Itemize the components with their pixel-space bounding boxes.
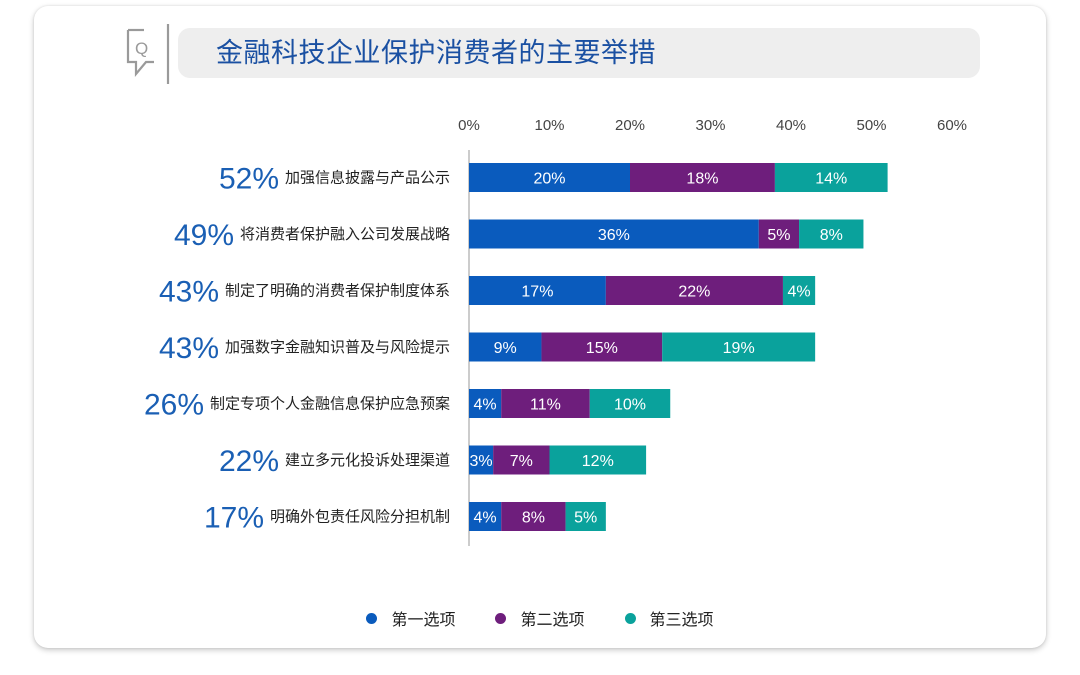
bar-segment: [541, 332, 663, 362]
bar-segment: [774, 163, 888, 192]
bar-segment: [589, 389, 671, 418]
data-label: 8%: [522, 510, 545, 527]
bar-segment: [469, 332, 542, 362]
data-label: 20%: [533, 171, 565, 188]
category-label: 建立多元化投诉处理渠道: [285, 451, 450, 469]
category-label: 制定专项个人金融信息保护应急预案: [210, 395, 450, 413]
bar-segment: [662, 332, 816, 362]
data-label: 5%: [767, 227, 790, 244]
data-label: 4%: [474, 510, 497, 527]
legend-label-series-2: 第二选项: [520, 610, 585, 629]
legend-label-series-1: 第一选项: [391, 610, 456, 629]
legend-item-series-3: 第三选项: [624, 606, 714, 630]
category-label: 加强信息披露与产品公示: [285, 169, 450, 187]
svg-text:Q: Q: [135, 39, 148, 58]
data-label: 4%: [474, 397, 497, 414]
category-label: 明确外包责任风险分担机制: [270, 508, 450, 526]
data-label: 8%: [820, 227, 843, 244]
total-value-label: 43%: [159, 332, 219, 365]
bar-segment: [565, 502, 606, 531]
bar-segment: [782, 276, 816, 305]
legend-marker-series-1: [366, 612, 378, 624]
data-label: 12%: [582, 453, 614, 470]
total-value-label: 43%: [159, 276, 219, 309]
legend: 第一选项 第二选项 第三选项: [0, 604, 1080, 632]
total-value-label: 49%: [174, 219, 234, 252]
legend-item-series-1: 第一选项: [366, 606, 455, 630]
data-label: 5%: [574, 510, 597, 527]
bar-segment: [758, 219, 800, 249]
bar-segment: [469, 445, 494, 475]
x-tick-label: 10%: [534, 117, 564, 134]
data-label: 4%: [787, 284, 810, 301]
legend-label-series-3: 第三选项: [649, 610, 714, 629]
x-tick-label: 50%: [856, 117, 886, 134]
data-label: 19%: [723, 340, 755, 357]
x-tick-label: 60%: [937, 117, 967, 134]
total-value-label: 26%: [144, 389, 204, 422]
data-label: 7%: [510, 453, 533, 470]
data-label: 11%: [530, 397, 561, 414]
x-tick-label: 20%: [615, 117, 645, 134]
x-tick-label: 40%: [776, 117, 806, 134]
data-label: 18%: [686, 171, 718, 188]
bar-segment: [799, 219, 864, 249]
bar-segment: [501, 502, 566, 531]
bar-segment: [469, 276, 606, 305]
total-value-label: 17%: [204, 502, 264, 535]
data-label: 3%: [470, 453, 493, 470]
legend-item-series-2: 第二选项: [495, 606, 585, 630]
chart-title: 金融科技企业保护消费者的主要举措: [216, 38, 656, 69]
bar-segment: [605, 276, 783, 305]
x-tick-label: 0%: [458, 117, 480, 134]
data-label: 9%: [494, 340, 517, 357]
bar-segment: [469, 219, 759, 249]
data-label: 17%: [521, 284, 553, 301]
x-tick-label: 30%: [695, 117, 725, 134]
bar-segment: [493, 445, 550, 475]
bar-segment: [469, 502, 502, 531]
bar-segment: [630, 163, 775, 192]
category-label: 加强数字金融知识普及与风险提示: [225, 338, 450, 356]
title-banner: [178, 28, 980, 78]
legend-marker-series-3: [624, 612, 636, 624]
data-label: 10%: [614, 397, 646, 414]
data-label: 22%: [678, 284, 710, 301]
stacked-bar-chart: 0% 10% 20% 30% 40% 50% 60% 加强信息披露与产品公示 52% 20% 18%…: [144, 117, 967, 546]
data-label: 14%: [815, 171, 847, 188]
bar-segment: [501, 389, 590, 418]
chart-card: [34, 6, 1046, 648]
legend-marker-series-2: [495, 612, 507, 624]
category-label: 制定了明确的消费者保护制度体系: [225, 282, 450, 300]
data-label: 15%: [586, 340, 618, 357]
total-value-label: 22%: [219, 445, 279, 478]
data-label: 36%: [598, 227, 630, 244]
total-value-label: 52%: [219, 163, 279, 196]
question-chat-icon: Q: [126, 24, 170, 84]
category-label: 将消费者保护融入公司发展战略: [240, 225, 450, 243]
bar-segment: [469, 163, 630, 192]
bar-segment: [469, 389, 502, 418]
bar-segment: [549, 445, 647, 475]
